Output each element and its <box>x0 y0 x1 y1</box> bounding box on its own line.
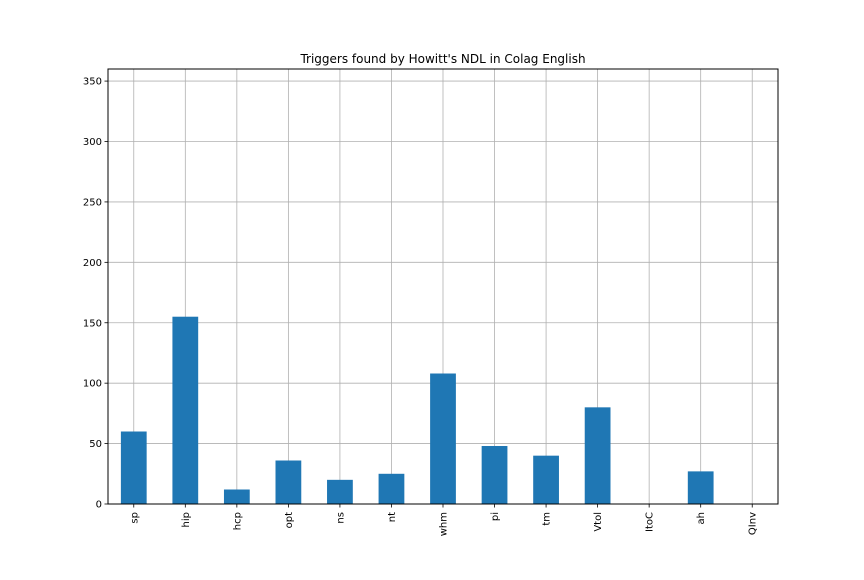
x-tick-label: sp <box>129 512 140 524</box>
x-tick-label: hip <box>181 512 192 527</box>
bar-hcp <box>223 489 250 504</box>
bar-ns <box>327 479 353 504</box>
x-tick-label: opt <box>284 512 295 528</box>
bars <box>120 316 714 504</box>
x-tick-label: pi <box>490 512 501 521</box>
bar-pi <box>481 446 508 504</box>
x-tick-label: whm <box>439 512 450 536</box>
x-tick-label: ns <box>335 512 346 524</box>
y-axis: 0 50 100 150 200 250 300 350 <box>83 77 108 511</box>
bar-whm <box>430 373 456 504</box>
x-tick-label: ah <box>696 512 707 524</box>
y-tick-label: 100 <box>83 379 102 390</box>
x-tick-label: tm <box>542 512 553 526</box>
bar-nt <box>378 473 405 504</box>
y-tick-label: 50 <box>89 439 102 450</box>
y-tick-label: 150 <box>83 318 102 329</box>
y-tick-label: 200 <box>83 258 102 269</box>
y-tick-label: 250 <box>83 197 102 208</box>
grid <box>108 69 778 505</box>
y-tick-label: 350 <box>83 77 102 88</box>
chart-title: Triggers found by Howitt's NDL in Colag … <box>299 52 585 66</box>
bar-vtol <box>584 407 611 504</box>
x-tick-label: QInv <box>748 512 759 535</box>
bar-hip <box>172 316 199 504</box>
x-axis: sp hip hcp opt ns nt whm pi tm Vtol ItoC ah QInv <box>129 504 759 536</box>
y-tick-label: 0 <box>96 500 102 511</box>
bar-opt <box>275 460 302 504</box>
x-tick-label: Vtol <box>593 512 604 532</box>
x-tick-label: ItoC <box>645 512 656 532</box>
bar-ah <box>687 471 714 504</box>
bar-sp <box>120 431 147 504</box>
x-tick-label: nt <box>387 512 398 522</box>
y-tick-label: 300 <box>83 137 102 148</box>
bar-tm <box>533 455 559 504</box>
x-tick-label: hcp <box>232 512 243 530</box>
